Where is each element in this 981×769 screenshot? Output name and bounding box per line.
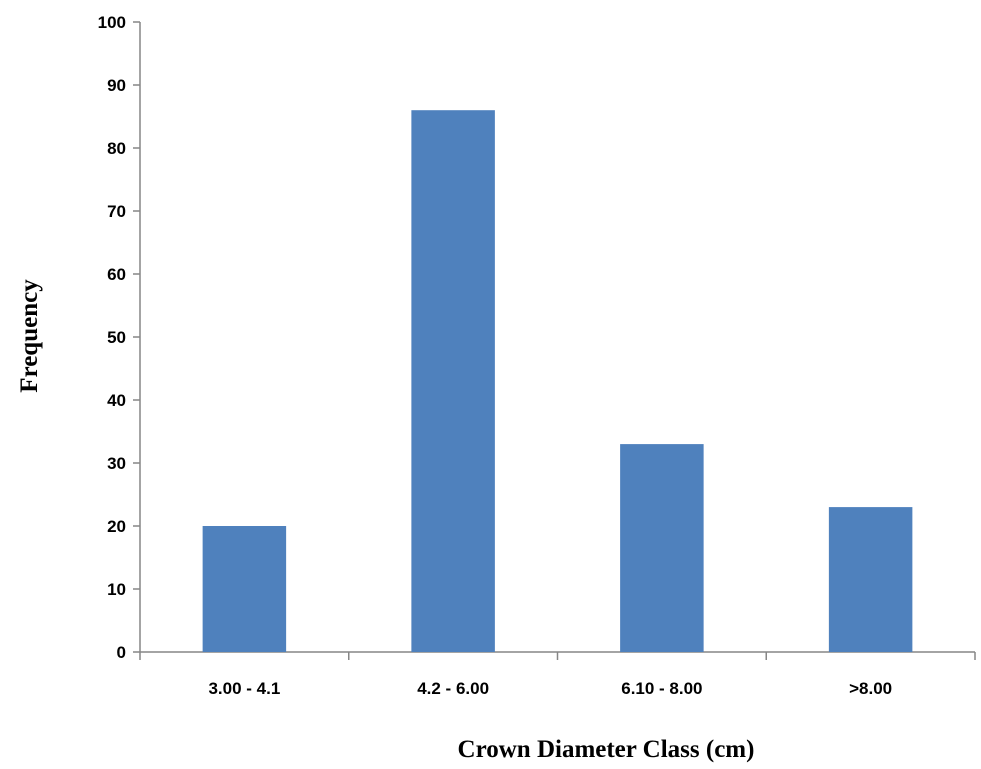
y-tick-label: 30 [107,454,126,473]
bar [202,526,287,652]
y-tick-label: 0 [117,643,126,662]
y-tick-label: 60 [107,265,126,284]
x-tick-label: 4.2 - 6.00 [417,679,489,698]
y-tick-label: 10 [107,580,126,599]
x-axis: 3.00 - 4.1 4.2 - 6.00 6.10 - 8.00 >8.00 [139,651,976,698]
x-axis-title: Crown Diameter Class (cm) [458,736,755,763]
x-tick-label: 6.10 - 8.00 [621,679,702,698]
bars [202,110,913,652]
x-tick-label: >8.00 [849,679,892,698]
bar [411,110,495,652]
y-axis: 0 10 20 30 40 50 60 70 80 90 100 [98,13,141,662]
y-tick-label: 100 [98,13,126,32]
bar [620,444,704,652]
y-tick-label: 70 [107,202,126,221]
x-tick-label: 3.00 - 4.1 [208,679,280,698]
y-tick-label: 80 [107,139,126,158]
y-tick-label: 40 [107,391,126,410]
y-tick-label: 50 [107,328,126,347]
bar [828,507,913,652]
y-axis-title: Frequency [16,279,43,393]
y-tick-label: 90 [107,76,126,95]
y-tick-label: 20 [107,517,126,536]
